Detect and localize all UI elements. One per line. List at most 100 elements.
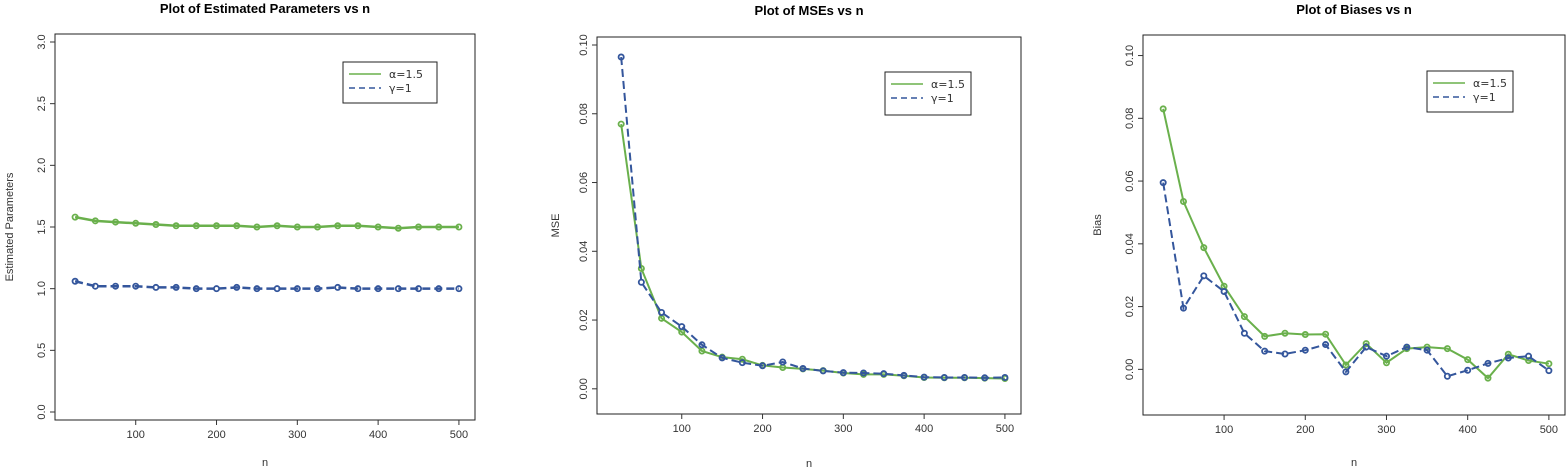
chart-title: Plot of Estimated Parameters vs n	[160, 1, 370, 16]
data-point	[637, 264, 645, 272]
chart-title: Plot of MSEs vs n	[754, 3, 863, 18]
data-point	[172, 222, 180, 230]
data-point	[1159, 179, 1167, 187]
data-point	[71, 277, 79, 285]
x-tick-label: 100	[1215, 424, 1233, 436]
data-point	[738, 359, 746, 367]
data-point	[435, 285, 443, 293]
x-tick-label: 400	[369, 429, 387, 441]
data-point	[415, 285, 423, 293]
data-point	[920, 373, 928, 381]
y-tick-label: 0.10	[578, 34, 590, 55]
data-point	[1525, 352, 1533, 360]
x-tick-label: 400	[1459, 424, 1477, 436]
series-gamma	[617, 53, 1009, 382]
data-point	[1281, 350, 1289, 358]
data-point	[1362, 343, 1370, 351]
y-tick-label: 0.00	[1124, 359, 1136, 380]
data-point	[1443, 345, 1451, 353]
data-point	[1464, 366, 1472, 374]
data-point	[698, 347, 706, 355]
chart-panel-2: Plot of MSEs vs n 100 200 300 400 500 0.00 0.02…	[550, 3, 1022, 470]
data-point	[940, 373, 948, 381]
legend-label: γ=1	[1473, 91, 1496, 104]
x-tick-label: 300	[288, 429, 306, 441]
plot-frame	[596, 36, 1022, 415]
x-axis-label: n	[1351, 457, 1357, 469]
y-tick-label: 0.02	[578, 309, 590, 330]
series-line	[620, 123, 1005, 380]
data-point	[1179, 304, 1187, 312]
data-point	[314, 223, 322, 231]
y-tick-label: 2.5	[36, 96, 48, 111]
chart-title: Plot of Biases vs n	[1296, 2, 1412, 17]
y-tick-label: 0.00	[578, 378, 590, 399]
legend: α=1.5γ=1	[342, 61, 438, 104]
data-point	[1504, 354, 1512, 362]
data-point	[1342, 361, 1350, 369]
series-alpha	[1159, 105, 1553, 382]
data-point	[1382, 352, 1390, 360]
data-point	[678, 323, 686, 331]
data-point	[718, 354, 726, 362]
legend-label: γ=1	[931, 92, 954, 105]
legend-label: α=1.5	[931, 78, 965, 91]
series-alpha	[71, 213, 463, 232]
data-point	[900, 371, 908, 379]
x-tick-label: 400	[915, 423, 933, 435]
data-point	[839, 369, 847, 377]
data-point	[132, 219, 140, 227]
x-tick-label: 500	[996, 423, 1014, 435]
chart-panel-1: Plot of Estimated Parameters vs n 100 200 3…	[4, 1, 476, 469]
data-point	[1261, 347, 1269, 355]
data-point	[394, 285, 402, 293]
data-point	[1403, 343, 1411, 351]
data-point	[394, 224, 402, 232]
data-point	[1240, 329, 1248, 337]
data-point	[617, 53, 625, 61]
legend-label: α=1.5	[389, 68, 423, 81]
data-point	[779, 358, 787, 366]
legend-label: α=1.5	[1473, 77, 1507, 90]
data-point	[1220, 288, 1228, 296]
x-tick-label: 100	[127, 429, 145, 441]
legend-box	[884, 71, 972, 116]
legend-box	[1426, 70, 1514, 113]
y-axis-label: Estimated Parameters	[4, 172, 16, 281]
legend-label: γ=1	[389, 82, 412, 95]
y-tick-label: 0.10	[1124, 45, 1136, 66]
data-point	[759, 362, 767, 370]
x-axis-label: n	[806, 458, 812, 470]
data-point	[1159, 105, 1167, 113]
data-point	[374, 285, 382, 293]
data-point	[293, 285, 301, 293]
data-point	[1281, 329, 1289, 337]
y-tick-label: 2.0	[36, 158, 48, 173]
data-point	[273, 285, 281, 293]
y-tick-label: 1.5	[36, 219, 48, 234]
data-point	[415, 223, 423, 231]
y-tick-label: 0.06	[578, 172, 590, 193]
x-tick-label: 500	[1540, 424, 1558, 436]
y-tick-label: 0.02	[1124, 296, 1136, 317]
data-point	[172, 283, 180, 291]
x-axis-label: n	[262, 457, 268, 469]
data-point	[981, 374, 989, 382]
x-tick-label: 200	[207, 429, 225, 441]
data-point	[253, 285, 261, 293]
data-point	[213, 285, 221, 293]
data-point	[738, 355, 746, 363]
y-tick-label: 0.0	[36, 404, 48, 419]
data-point	[1443, 372, 1451, 380]
data-point	[1301, 331, 1309, 339]
data-point	[152, 283, 160, 291]
y-tick-label: 0.08	[578, 103, 590, 124]
data-point	[1545, 367, 1553, 375]
data-point	[91, 282, 99, 290]
data-point	[354, 285, 362, 293]
data-point	[293, 223, 301, 231]
y-tick-label: 0.04	[578, 241, 590, 262]
series-line	[1162, 182, 1550, 378]
data-point	[435, 223, 443, 231]
